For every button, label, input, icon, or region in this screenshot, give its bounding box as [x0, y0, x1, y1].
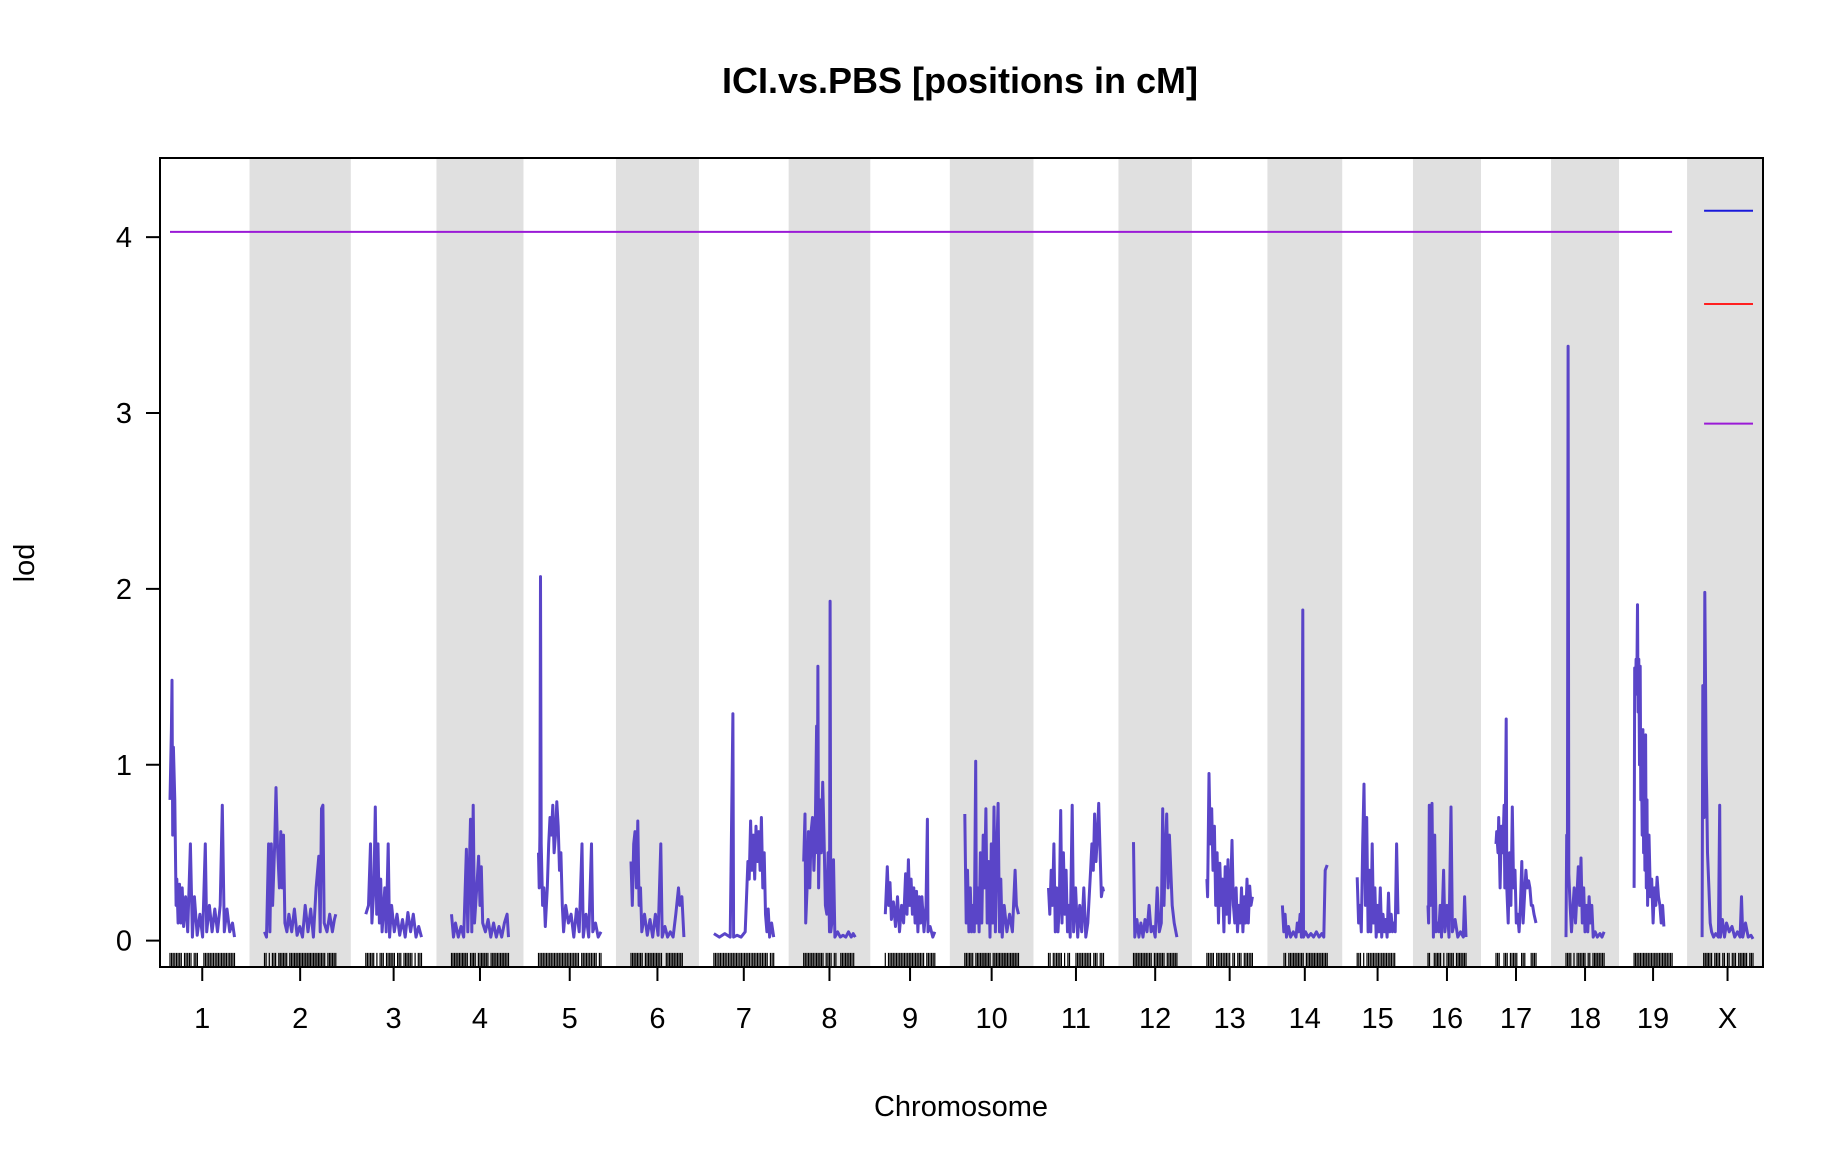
marker-rug-chr-17	[1495, 952, 1537, 966]
marker-rug-chr-2	[263, 952, 337, 966]
marker-rug-chr-7	[713, 952, 775, 966]
marker-rug-chr-6	[630, 952, 683, 966]
y-tick-label-3: 3	[116, 398, 132, 430]
marker-rug-chr-12	[1132, 952, 1178, 966]
lod-profile-chr-X	[1700, 590, 1755, 940]
marker-rug-chr-13	[1206, 952, 1253, 966]
x-tick-label-7: 7	[736, 1003, 752, 1035]
marker-rug-chr-15	[1356, 952, 1396, 966]
chromosome-shading	[249, 158, 1763, 967]
marker-rug-chr-8	[803, 952, 855, 966]
lod-profile-chr-8	[802, 599, 857, 939]
marker-rug-chr-1	[169, 952, 236, 966]
lod-profile-chr-9	[883, 817, 937, 939]
chromosome-band-16	[1412, 158, 1481, 967]
marker-rug-chr-19	[1633, 952, 1673, 966]
x-tick-label-17: 17	[1500, 1003, 1532, 1035]
marker-rug-chr-9	[884, 952, 936, 966]
y-axis-label: lod	[9, 544, 41, 583]
plot-frame	[159, 157, 1764, 968]
chart-title: ICI.vs.PBS [positions in cM]	[722, 60, 1198, 101]
x-tick-label-X: X	[1718, 1003, 1737, 1035]
x-tick-label-13: 13	[1214, 1003, 1246, 1035]
lod-profile-chr-1	[168, 678, 236, 939]
marker-rug	[169, 952, 1754, 966]
lod-profile-chr-17	[1494, 717, 1538, 934]
x-tick-label-11: 11	[1061, 1003, 1091, 1035]
marker-rug-chr-14	[1283, 952, 1328, 966]
lod-profile-chr-16	[1426, 801, 1468, 939]
x-tick-label-6: 6	[649, 1003, 665, 1035]
marker-rug-chr-3	[365, 952, 423, 966]
marker-rug-chr-5	[537, 952, 602, 966]
lod-profile-chr-12	[1132, 807, 1179, 939]
chromosome-band-2	[249, 158, 351, 967]
x-tick-label-14: 14	[1289, 1003, 1321, 1035]
x-tick-label-9: 9	[902, 1003, 918, 1035]
x-tick-label-12: 12	[1139, 1003, 1171, 1035]
chromosome-band-6	[615, 158, 699, 967]
chromosome-band-18	[1551, 158, 1620, 967]
x-axis-label: Chromosome	[874, 1091, 1048, 1123]
lod-profile-chr-15	[1355, 782, 1400, 939]
x-tick-label-8: 8	[821, 1003, 837, 1035]
y-tick-label-1: 1	[116, 750, 132, 782]
x-tick-label-2: 2	[292, 1003, 308, 1035]
lod-profile-chr-13	[1205, 772, 1254, 934]
marker-rug-chr-X	[1703, 952, 1754, 966]
x-axis: 1 2 3 4 5 6 7 8 9 10 11 12 13 14 15 16 17 18 19 X	[194, 967, 1737, 1035]
chromosome-band-4	[436, 158, 524, 967]
x-tick-label-3: 3	[386, 1003, 402, 1035]
chromosome-band-12	[1118, 158, 1192, 967]
marker-rug-chr-4	[450, 952, 510, 966]
x-tick-label-19: 19	[1637, 1003, 1669, 1035]
x-tick-label-5: 5	[562, 1003, 578, 1035]
marker-rug-chr-10	[964, 952, 1020, 966]
chromosome-band-X	[1687, 158, 1763, 967]
x-tick-label-18: 18	[1569, 1003, 1601, 1035]
lod-profile-chr-7	[713, 712, 776, 939]
lod-profiles	[168, 344, 1755, 940]
lod-profile-chr-5	[537, 575, 603, 939]
x-tick-label-4: 4	[472, 1003, 488, 1035]
lod-profile-chr-19	[1632, 603, 1666, 927]
lod-profile-chr-3	[364, 805, 423, 939]
marker-rug-chr-11	[1047, 952, 1105, 966]
y-axis: 0 1 2 3 4	[116, 222, 160, 958]
y-tick-label-4: 4	[116, 222, 132, 254]
marker-rug-chr-16	[1427, 952, 1467, 966]
x-tick-label-1: 1	[194, 1003, 210, 1035]
x-tick-label-16: 16	[1431, 1003, 1463, 1035]
lod-profile-chr-14	[1280, 608, 1329, 939]
x-tick-label-10: 10	[976, 1003, 1008, 1035]
x-tick-label-15: 15	[1361, 1003, 1393, 1035]
chromosome-band-14	[1267, 158, 1343, 967]
lod-profile-chr-11	[1047, 801, 1105, 939]
lod-profile-chr-6	[629, 819, 686, 939]
marker-rug-chr-18	[1565, 952, 1605, 966]
lod-profile-chr-2	[263, 786, 338, 939]
y-tick-label-2: 2	[116, 574, 132, 606]
threshold-lines	[170, 209, 1753, 425]
y-tick-label-0: 0	[116, 926, 132, 958]
lod-profile-chr-4	[450, 803, 510, 939]
lod-profile-chr-10	[963, 759, 1020, 939]
lod-profile-chr-18	[1564, 344, 1606, 939]
